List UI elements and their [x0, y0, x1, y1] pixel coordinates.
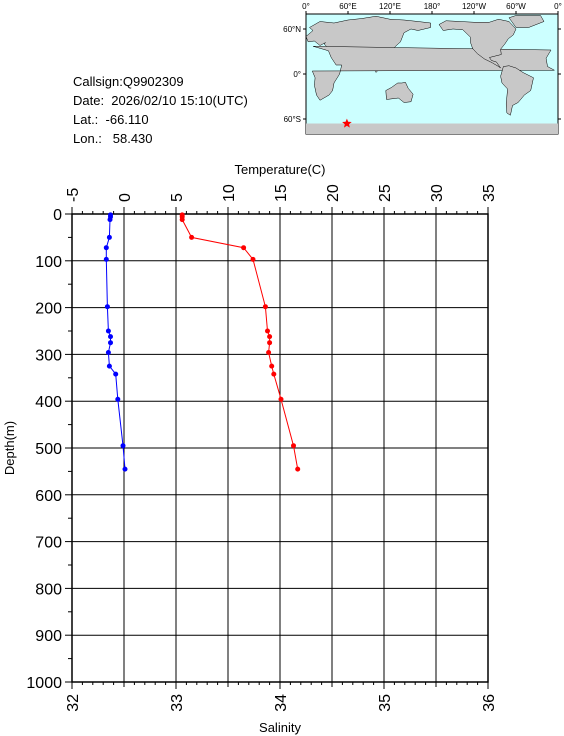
- top-tick-label: 5: [169, 193, 186, 202]
- salinity-data-point: [267, 334, 273, 340]
- temperature-data-point: [120, 443, 126, 449]
- south-america-land: [500, 65, 534, 116]
- temperature-data-point: [113, 371, 119, 377]
- temperature-data-point: [122, 466, 128, 472]
- y-tick-label: 500: [35, 441, 62, 458]
- y-axis-label: Depth(m): [2, 421, 17, 475]
- map-lon-label: 120°E: [379, 2, 401, 11]
- temperature-data-point: [108, 334, 113, 340]
- bottom-tick-label: 35: [377, 694, 394, 712]
- map-lat-label: 0°: [293, 70, 301, 79]
- salinity-data-point: [266, 350, 272, 355]
- y-tick-label: 0: [53, 207, 62, 224]
- y-tick-label: 1000: [26, 675, 62, 692]
- temperature-data-point: [105, 350, 111, 355]
- y-tick-label: 700: [35, 535, 62, 552]
- bottom-tick-label: 32: [65, 694, 82, 712]
- top-tick-label: 30: [429, 184, 446, 202]
- greenland-land: [508, 15, 545, 28]
- y-tick-label: 400: [35, 394, 62, 411]
- bottom-tick-label: 34: [273, 694, 290, 712]
- float-position-star-icon: [342, 118, 352, 128]
- salinity-data-point: [295, 466, 301, 472]
- salinity-data-point: [269, 363, 275, 369]
- bottom-tick-label: 33: [169, 694, 186, 712]
- salinity-data-point: [278, 396, 284, 402]
- y-tick-label: 600: [35, 488, 62, 505]
- salinity-data-point: [267, 340, 273, 346]
- salinity-data-point: [179, 217, 185, 223]
- y-tick-label: 200: [35, 301, 62, 318]
- temperature-data-point: [108, 340, 113, 346]
- y-tick-label: 100: [35, 254, 62, 271]
- salinity-data-point: [262, 304, 268, 310]
- longitude-text: Lon.: 58.430: [73, 131, 153, 146]
- salinity-data-point: [291, 443, 296, 449]
- temperature-data-point: [106, 234, 112, 240]
- temperature-profile-line: [105, 214, 126, 470]
- bottom-axis-label: Salinity: [259, 720, 301, 735]
- top-tick-label: -5: [65, 188, 82, 202]
- bottom-tick-label: 36: [481, 694, 498, 712]
- top-axis-label: Temperature(C): [234, 162, 325, 177]
- salinity-data-point: [241, 245, 247, 251]
- antarctica-land: [306, 123, 558, 134]
- top-tick-label: 25: [377, 184, 394, 202]
- salinity-profile-line: [181, 214, 299, 470]
- map-lon-label: 0°: [554, 2, 562, 11]
- salinity-data-point: [189, 234, 195, 240]
- temperature-data-point: [103, 256, 109, 262]
- map-lon-label: 120°W: [462, 2, 487, 11]
- top-tick-label: 10: [221, 184, 238, 202]
- salinity-data-point: [250, 256, 256, 262]
- australia-land: [385, 81, 414, 103]
- top-tick-label: 20: [325, 184, 342, 202]
- map-lon-label: 60°E: [339, 2, 356, 11]
- float-info: Callsign:Q9902309 Date: 2026/02/10 15:10…: [73, 72, 248, 148]
- map-lon-label: 0°: [302, 2, 310, 11]
- y-tick-label: 800: [35, 581, 62, 598]
- temperature-data-point: [107, 217, 113, 223]
- temperature-data-point: [103, 245, 109, 251]
- latitude-text: Lat.: -66.110: [73, 112, 149, 127]
- y-tick-label: 900: [35, 628, 62, 645]
- temperature-data-point: [105, 328, 111, 334]
- map-lon-label: 180°: [424, 2, 441, 11]
- location-map: 0° 60°E 120°E 180° 120°W 60°W 0° 60°N 0° 60°S: [283, 2, 562, 135]
- north-america-land: [438, 18, 517, 69]
- map-lat-label: 60°N: [283, 25, 301, 34]
- date-text: Date: 2026/02/10 15:10(UTC): [73, 93, 248, 108]
- salinity-data-point: [271, 371, 277, 377]
- salinity-data-point: [265, 328, 270, 334]
- top-tick-label: 15: [273, 184, 290, 202]
- map-lon-label: 60°W: [506, 2, 526, 11]
- top-tick-label: 35: [481, 184, 498, 202]
- temperature-data-point: [104, 304, 110, 310]
- top-tick-label: 0: [117, 193, 134, 202]
- callsign-text: Callsign:Q9902309: [73, 74, 184, 89]
- y-tick-label: 300: [35, 347, 62, 364]
- temperature-data-point: [115, 396, 121, 402]
- map-lat-label: 60°S: [284, 115, 301, 124]
- temperature-data-point: [106, 363, 112, 369]
- africa-land: [311, 46, 555, 101]
